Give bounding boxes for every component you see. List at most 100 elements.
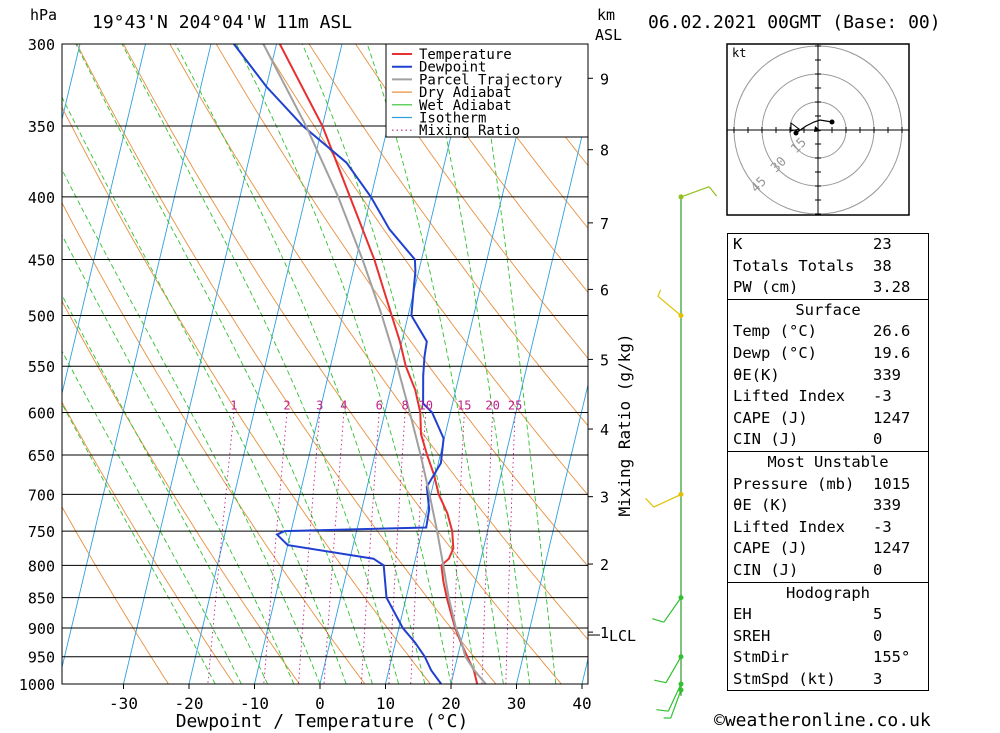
surface-key: θE(K): [733, 365, 780, 384]
index-row: Totals Totals 38: [728, 256, 928, 278]
wet-adiabat: [476, 44, 557, 684]
mixing-ratio-axis-label: Mixing Ratio (g/kg): [615, 333, 634, 516]
most-unstable-value: 339: [873, 496, 901, 515]
mixing-ratio-line: [388, 412, 406, 684]
y-tick-label: 1000: [19, 676, 55, 694]
dry-adiabat: [215, 44, 588, 568]
index-value: 3.28: [873, 278, 911, 297]
mixing-ratio-tick-label: 3: [316, 398, 323, 412]
y-tick-label: 500: [28, 308, 55, 326]
lcl-label: LCL: [609, 627, 636, 645]
mixing-ratio-line: [410, 412, 427, 684]
x-tick-label: -30: [109, 694, 138, 713]
legend-entry: Parcel Trajectory: [419, 72, 562, 88]
plot-frame: [61, 43, 589, 685]
dry-adiabat: [447, 44, 588, 229]
mixing-ratio-tick-label: 2: [283, 398, 290, 412]
hodograph-row: SREH 0: [728, 626, 928, 648]
wind-barb-flag: [654, 679, 667, 684]
y-tick-label: 850: [28, 590, 55, 608]
storm-motion-marker: [790, 122, 801, 132]
y-tick-label: 650: [28, 447, 55, 465]
km-tick-label: 8: [600, 142, 609, 160]
surface-value: 0: [873, 430, 883, 449]
wet-adiabat: [62, 402, 216, 684]
wind-barb-shaft: [667, 683, 682, 712]
surface-value: 19.6: [873, 343, 911, 362]
index-value: 23: [873, 235, 892, 253]
wet-adiabat: [425, 44, 531, 684]
mixing-ratio-tick-label: 1: [230, 398, 237, 412]
y-tick-label: 400: [28, 189, 55, 207]
copyright-label[interactable]: ©weatheronline.co.uk: [714, 710, 931, 731]
wind-profile: [645, 186, 718, 719]
km-tick-label: 6: [600, 281, 609, 299]
surface-key: CIN (J): [733, 430, 799, 449]
x-tick-label: 10: [376, 694, 395, 713]
surface-row: Temp (°C) 26.6: [728, 321, 928, 343]
mixing-ratio-tick-label: 4: [340, 398, 347, 412]
km-tick-label: 1: [600, 624, 609, 642]
km-tick-label: 4: [600, 421, 609, 439]
hodograph-title: Hodograph: [786, 583, 870, 602]
index-key: K: [733, 235, 743, 253]
surface-row: θE(K) 339: [728, 365, 928, 387]
km-tick-label: 9: [600, 70, 609, 88]
index-row: K 23: [728, 234, 928, 256]
surface-title: Surface: [795, 300, 861, 319]
hodograph-unit-label: kt: [732, 46, 746, 60]
surface-value: 339: [873, 365, 901, 384]
y-tick-label: 450: [28, 252, 55, 270]
km-tick-label: 2: [600, 556, 609, 574]
most-unstable-key: CIN (J): [733, 560, 799, 579]
mixing-ratio-line: [323, 412, 345, 684]
surface-key: CAPE (J): [733, 408, 808, 427]
dry-adiabat: [308, 44, 588, 427]
x-tick-label: 30: [507, 694, 526, 713]
y-tick-label: 600: [28, 404, 55, 422]
surface-key: Temp (°C): [733, 322, 817, 341]
most-unstable-value: 1015: [873, 474, 911, 493]
index-key: PW (cm): [733, 278, 799, 297]
most-unstable-title: Most Unstable: [767, 452, 889, 471]
isotherm: [516, 382, 588, 684]
dry-adiabat: [62, 300, 300, 684]
pressure-unit-label: hPa: [30, 6, 58, 24]
index-row: PW (cm) 3.28: [728, 277, 928, 299]
y-tick-label: 900: [28, 620, 55, 638]
isotherm: [62, 44, 212, 670]
most-unstable-row: θE (K) 339: [728, 495, 928, 517]
wind-barb-shaft: [653, 493, 682, 508]
mixing-ratio-line: [360, 412, 380, 684]
indices-panel: K 23 Totals Totals 38 PW (cm) 3.28 Surface Te…: [727, 233, 929, 692]
hodograph-point: [793, 130, 799, 136]
dewpoint-line: [233, 44, 445, 684]
mixing-ratio-labels: 1 2 3 4 6 8 10 15 20 25: [230, 398, 522, 412]
dry-adiabat: [355, 44, 588, 359]
dry-adiabat: [62, 201, 366, 684]
wind-barb-shaft: [657, 295, 682, 317]
surface-key: Lifted Index: [733, 387, 845, 406]
hodograph-value: 155°: [873, 648, 911, 667]
axes: 3003504004505005506006507007508008509009…: [19, 36, 636, 713]
most-unstable-key: θE (K): [733, 496, 789, 515]
legend-entry: Isotherm: [419, 111, 486, 127]
mixing-ratio-tick-label: 20: [485, 398, 499, 412]
dry-adiabat: [62, 106, 431, 684]
hodograph-trace: [795, 119, 833, 134]
x-axis-label: Dewpoint / Temperature (°C): [176, 711, 469, 732]
isotherm: [188, 44, 343, 684]
hodograph-row: StmDir 155°: [728, 647, 928, 669]
most-unstable-value: 0: [873, 560, 883, 579]
most-unstable-key: Pressure (mb): [733, 474, 855, 493]
most-unstable-row: CAPE (J) 1247: [728, 538, 928, 560]
location-label: 19°43'N 204°04'W 11m ASL: [92, 12, 353, 33]
mixing-ratio-tick-label: 6: [376, 398, 383, 412]
y-tick-label: 700: [28, 486, 55, 504]
y-tick-label: 750: [28, 523, 55, 541]
isotherm: [123, 44, 277, 684]
surface-key: Dewp (°C): [733, 343, 817, 362]
x-tick-label: 40: [572, 694, 591, 713]
